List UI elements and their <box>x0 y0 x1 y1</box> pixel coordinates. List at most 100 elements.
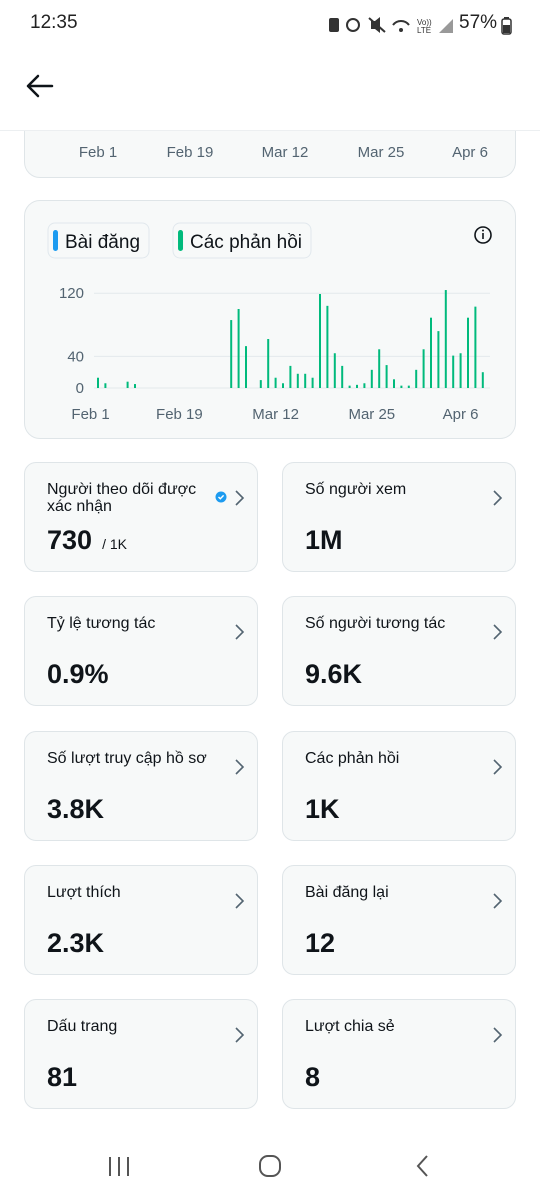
verified-badge <box>215 491 227 503</box>
svg-text:Vo)): Vo)) <box>417 18 432 27</box>
bar <box>289 365 292 388</box>
bar <box>326 305 329 388</box>
metric-card[interactable]: Số lượt truy cập hồ sơ 3.8K <box>24 730 258 841</box>
legend-label: Các phản hồi <box>190 232 302 253</box>
card-value-number: 12 <box>305 927 336 958</box>
info-icon-bar <box>482 233 484 239</box>
bar <box>104 383 107 388</box>
info-icon[interactable] <box>474 226 492 244</box>
card-value: 1K <box>305 794 340 825</box>
card-title: Lượt thích <box>47 883 121 901</box>
bar <box>282 383 284 388</box>
bar <box>296 373 299 388</box>
card-value-number: 730 <box>47 525 93 555</box>
bar <box>267 339 270 388</box>
back-nav-button[interactable] <box>416 1155 428 1177</box>
bar <box>363 383 366 388</box>
chevron <box>235 893 245 909</box>
metric-card[interactable]: Người theo dõi được xác nhận 730 / 1K <box>24 462 258 572</box>
card-value: 8 <box>305 1062 320 1093</box>
legend-pill <box>47 222 150 259</box>
card-title: Bài đăng lại <box>305 883 389 901</box>
bar <box>481 372 484 388</box>
legend-swatch <box>53 230 58 251</box>
x-tick-label: Mar 25 <box>348 406 395 423</box>
status-battery: 57% <box>459 12 498 33</box>
card-total: / 1K <box>102 536 127 552</box>
chevron-path <box>493 624 503 640</box>
metric-card[interactable]: Số người xem 1M <box>282 462 516 572</box>
card-title: Người theo dõi được xác nhận <box>47 481 197 515</box>
card-value-number: 1M <box>305 525 343 555</box>
chevron-path <box>493 893 503 909</box>
badge-circle <box>215 491 227 503</box>
card-title: Số người xem <box>305 481 407 498</box>
bar <box>437 331 440 388</box>
card-value-number: 81 <box>47 1062 78 1093</box>
bar <box>474 306 477 388</box>
header <box>0 44 540 131</box>
card-value: 81 <box>47 1062 77 1093</box>
bar <box>311 377 314 388</box>
metric-card[interactable]: Các phản hồi 1K <box>282 730 516 841</box>
card-value: 2.3K <box>47 928 104 959</box>
bar <box>134 384 136 388</box>
bar <box>245 346 247 388</box>
chevron <box>493 759 503 775</box>
bar <box>467 317 469 388</box>
chevron <box>235 1027 245 1043</box>
card-value-number: 1K <box>305 793 340 824</box>
bar <box>452 355 455 388</box>
card-value: 730 / 1K <box>47 525 127 556</box>
chevron-path <box>493 490 503 506</box>
metric-card[interactable]: Số người tương tác 9.6K <box>282 596 516 707</box>
recent-apps-button[interactable] <box>109 1157 129 1176</box>
nav-bar <box>109 1155 428 1177</box>
metric-card[interactable]: Lượt chia sẻ 8 <box>282 999 516 1110</box>
card-value: 12 <box>305 928 335 959</box>
card-title: Tỷ lệ tương tác <box>47 615 156 633</box>
chevron <box>235 490 245 506</box>
bar <box>459 353 462 388</box>
x-tick-label: Mar 12 <box>252 406 299 423</box>
bar <box>237 309 240 388</box>
battery-icon <box>501 17 512 35</box>
legend-swatch <box>178 230 184 251</box>
back-button[interactable] <box>24 71 56 101</box>
chevron-path <box>235 893 245 909</box>
bar <box>385 365 388 388</box>
bar <box>400 385 403 388</box>
info-icon-dot <box>482 229 484 232</box>
card-value-number: 2.3K <box>47 927 105 958</box>
legend-label: Bài đăng <box>65 232 140 253</box>
bar <box>259 380 262 388</box>
svg-text:LTE: LTE <box>417 26 431 35</box>
chevron <box>493 490 503 506</box>
card-value: 3.8K <box>47 794 104 825</box>
card-value-number: 9.6K <box>305 659 363 690</box>
chevron-path <box>235 1027 245 1043</box>
card-value-number: 3.8K <box>47 793 105 824</box>
bar <box>274 377 277 388</box>
card-value-number: 8 <box>305 1062 321 1093</box>
card-title: Số lượt truy cập hồ sơ <box>47 749 207 767</box>
bar <box>370 369 373 388</box>
top-x-label: Mar 25 <box>357 144 405 161</box>
metric-card[interactable]: Tỷ lệ tương tác 0.9% <box>24 596 258 707</box>
bar <box>430 317 432 388</box>
metric-card[interactable]: Dấu trang 81 <box>24 999 258 1110</box>
bar <box>407 385 410 388</box>
metric-card[interactable]: Lượt thích 2.3K <box>24 864 258 975</box>
bar <box>422 349 425 388</box>
bar <box>444 290 447 388</box>
home-button[interactable] <box>259 1155 281 1177</box>
card-value: 9.6K <box>305 659 362 690</box>
chevron-path <box>493 759 503 775</box>
card-title: Số người tương tác <box>305 615 446 633</box>
bar <box>348 385 351 388</box>
x-tick-label: Feb 19 <box>156 406 203 423</box>
top-x-label: Feb 19 <box>166 144 214 161</box>
bar <box>230 320 233 388</box>
metric-card[interactable]: Bài đăng lại 12 <box>282 864 516 975</box>
